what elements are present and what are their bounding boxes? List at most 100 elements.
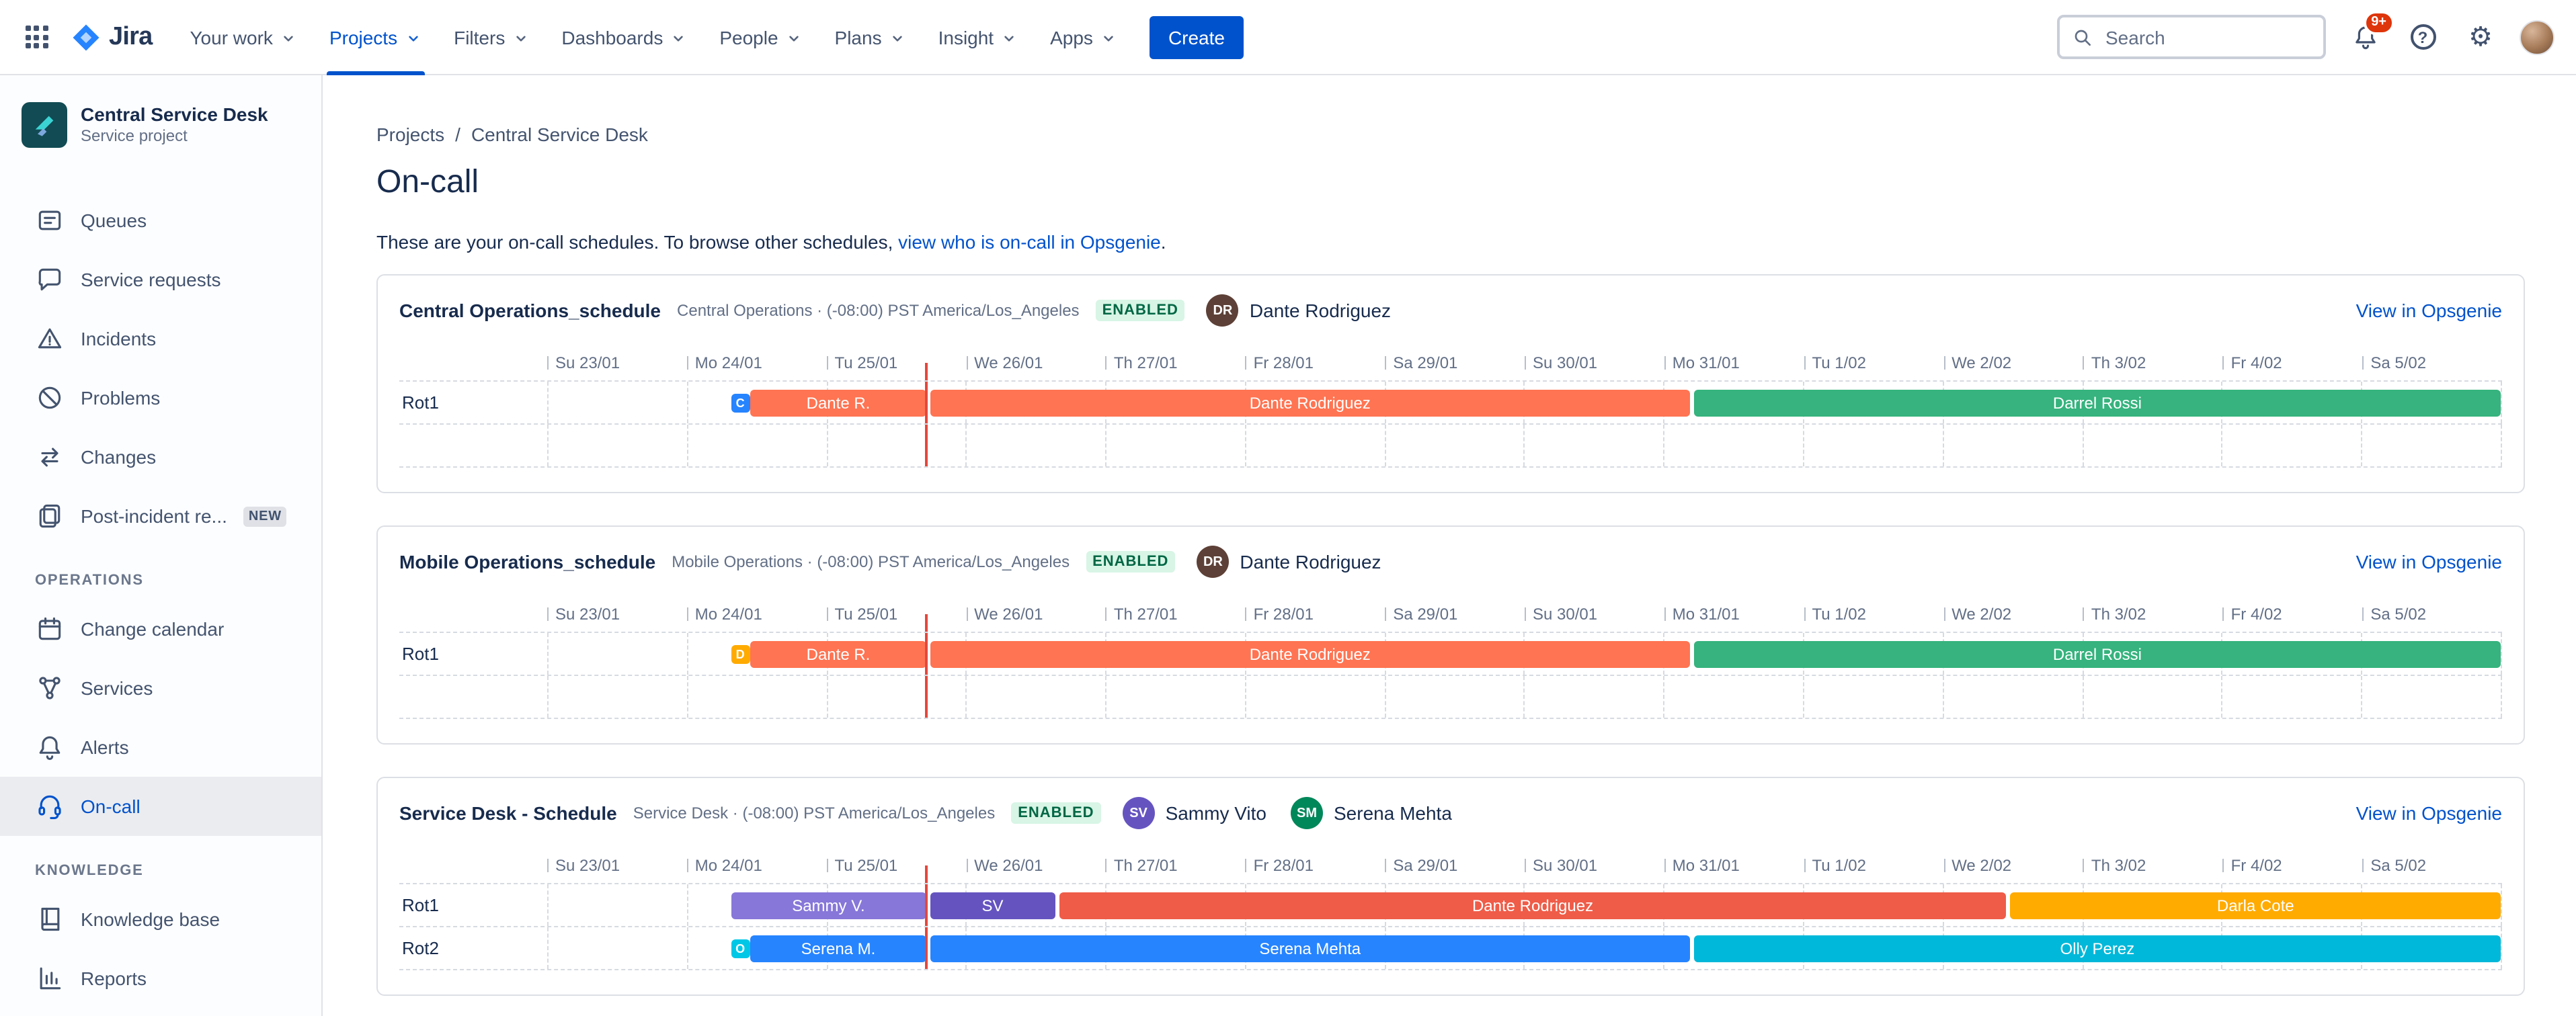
gear-icon: ⚙ xyxy=(2468,22,2493,52)
jira-logo[interactable]: Jira xyxy=(62,21,171,53)
sidebar-item-label: Knowledge base xyxy=(81,908,220,930)
sidebar-item-problems[interactable]: Problems xyxy=(0,368,321,427)
now-indicator xyxy=(924,884,928,926)
view-in-opsgenie-link[interactable]: View in Opsgenie xyxy=(2356,551,2502,573)
sidebar-item-reports[interactable]: Reports xyxy=(0,949,321,1008)
oncall-bar[interactable]: Dante R. xyxy=(750,389,926,416)
oncall-bar[interactable]: Dante Rodriguez xyxy=(930,389,1690,416)
oncall-bar[interactable]: Sammy V. xyxy=(731,892,926,919)
sidebar-item-alerts[interactable]: Alerts xyxy=(0,718,321,777)
oncall-bar[interactable]: Dante Rodriguez xyxy=(1059,892,2007,919)
tick-mark xyxy=(1245,607,1247,621)
date-label: Th 27/01 xyxy=(1113,353,1178,372)
oncall-bar[interactable]: Serena Mehta xyxy=(930,935,1690,962)
opsgenie-browse-link[interactable]: view who is on-call in Opsgenie xyxy=(898,231,1161,253)
sidebar-item-post-incident-re[interactable]: Post-incident re... NEW xyxy=(0,486,321,546)
date-label: Th 3/02 xyxy=(2091,353,2146,372)
date-cell: Th 27/01 xyxy=(1105,345,1246,380)
nav-item-apps[interactable]: Apps xyxy=(1034,0,1133,75)
date-cell: Tu 1/02 xyxy=(1804,345,1943,380)
schedule-name: Central Operations_schedule xyxy=(399,300,661,321)
grid-column xyxy=(547,382,687,423)
help-button[interactable]: ? xyxy=(2404,18,2442,56)
tick-mark xyxy=(1105,607,1107,621)
tick-mark xyxy=(1664,859,1666,872)
date-cell: We 26/01 xyxy=(966,345,1106,380)
project-switcher[interactable]: Central Service Desk Service project xyxy=(0,75,321,167)
oncall-user: DR Dante Rodriguez xyxy=(1197,546,1381,578)
view-in-opsgenie-link[interactable]: View in Opsgenie xyxy=(2356,300,2502,321)
oncall-bar[interactable]: Darrel Rossi xyxy=(1693,640,2501,667)
date-label: Mo 24/01 xyxy=(694,605,762,624)
oncall-bar[interactable]: Dante Rodriguez xyxy=(930,640,1690,667)
tick-mark xyxy=(2222,859,2224,872)
tick-mark xyxy=(2083,859,2085,872)
help-icon: ? xyxy=(2410,24,2436,50)
grid-column xyxy=(1942,676,2083,718)
nav-item-dashboards[interactable]: Dashboards xyxy=(545,0,703,75)
view-in-opsgenie-link[interactable]: View in Opsgenie xyxy=(2356,802,2502,824)
tick-mark xyxy=(547,859,549,872)
sidebar-item-change-calendar[interactable]: Change calendar xyxy=(0,599,321,659)
services-icon xyxy=(35,673,65,703)
timeline-label-spacer xyxy=(399,848,547,883)
nav-item-filters[interactable]: Filters xyxy=(438,0,545,75)
jira-mark-icon xyxy=(70,21,102,53)
rotation-row: Rot2 O Serena M. Serena Mehta Olly Perez xyxy=(399,926,2502,970)
sidebar-item-changes[interactable]: Changes xyxy=(0,427,321,486)
now-indicator xyxy=(924,633,928,675)
nav-item-your-work[interactable]: Your work xyxy=(173,0,313,75)
tick-mark xyxy=(1525,607,1527,621)
calendar-icon xyxy=(35,614,65,644)
nav-item-label: Apps xyxy=(1050,26,1093,48)
sidebar-item-on-call[interactable]: On-call xyxy=(0,777,321,836)
search-input[interactable] xyxy=(2103,25,2311,49)
chevron-down-icon xyxy=(1000,29,1018,46)
sidebar-item-queues[interactable]: Queues xyxy=(0,191,321,250)
user-avatar[interactable] xyxy=(2520,19,2554,54)
oncall-bar[interactable]: Darla Cote xyxy=(2010,892,2501,919)
oncall-bar[interactable]: SV xyxy=(930,892,1055,919)
date-cell: We 26/01 xyxy=(966,597,1106,632)
tick-mark xyxy=(2222,607,2224,621)
oncall-icon xyxy=(35,792,65,821)
notification-count-badge: 9+ xyxy=(2363,10,2394,34)
tick-mark xyxy=(826,859,828,872)
nav-item-people[interactable]: People xyxy=(703,0,818,75)
tick-mark xyxy=(1525,859,1527,872)
post-incident-icon xyxy=(35,501,65,531)
date-label: Tu 25/01 xyxy=(834,605,898,624)
nav-item-projects[interactable]: Projects xyxy=(313,0,438,75)
nav-item-plans[interactable]: Plans xyxy=(819,0,922,75)
now-indicator xyxy=(925,865,928,883)
sidebar-item-incidents[interactable]: Incidents xyxy=(0,309,321,368)
date-cell: Sa 29/01 xyxy=(1385,597,1525,632)
sidebar-item-label: Services xyxy=(81,677,153,699)
oncall-timeline: Su 23/01 Mo 24/01 Tu 25/01 We 26/01 Th 27/01… xyxy=(399,345,2502,468)
nav-item-insight[interactable]: Insight xyxy=(922,0,1035,75)
oncall-bar[interactable]: Serena M. xyxy=(750,935,926,962)
global-search[interactable] xyxy=(2057,15,2326,59)
sidebar-item-service-requests[interactable]: Service requests xyxy=(0,250,321,309)
sidebar-item-services[interactable]: Services xyxy=(0,659,321,718)
notifications-button[interactable]: 9+ xyxy=(2346,10,2394,56)
oncall-bar[interactable]: Darrel Rossi xyxy=(1693,389,2501,416)
grid-column xyxy=(1942,425,2083,466)
date-cell: Mo 24/01 xyxy=(686,345,827,380)
settings-button[interactable]: ⚙ xyxy=(2462,18,2499,56)
date-label: Sa 5/02 xyxy=(2370,856,2427,875)
grid-column xyxy=(547,676,687,718)
breadcrumb-projects[interactable]: Projects xyxy=(376,124,445,145)
date-cell: Sa 5/02 xyxy=(2362,597,2502,632)
tick-mark xyxy=(686,607,688,621)
oncall-bar[interactable]: Dante R. xyxy=(750,640,926,667)
create-button[interactable]: Create xyxy=(1149,15,1244,58)
breadcrumb-project[interactable]: Central Service Desk xyxy=(471,124,648,145)
sidebar-item-knowledge-base[interactable]: Knowledge base xyxy=(0,890,321,949)
timeline-date-header: Su 23/01 Mo 24/01 Tu 25/01 We 26/01 Th 27/01… xyxy=(547,597,2502,632)
oncall-user-name: Dante Rodriguez xyxy=(1240,551,1381,573)
app-switcher-icon[interactable] xyxy=(13,14,59,60)
oncall-bar[interactable]: Olly Perez xyxy=(1693,935,2501,962)
date-cell: Tu 25/01 xyxy=(826,848,966,883)
sidebar-item-label: Reports xyxy=(81,968,147,989)
